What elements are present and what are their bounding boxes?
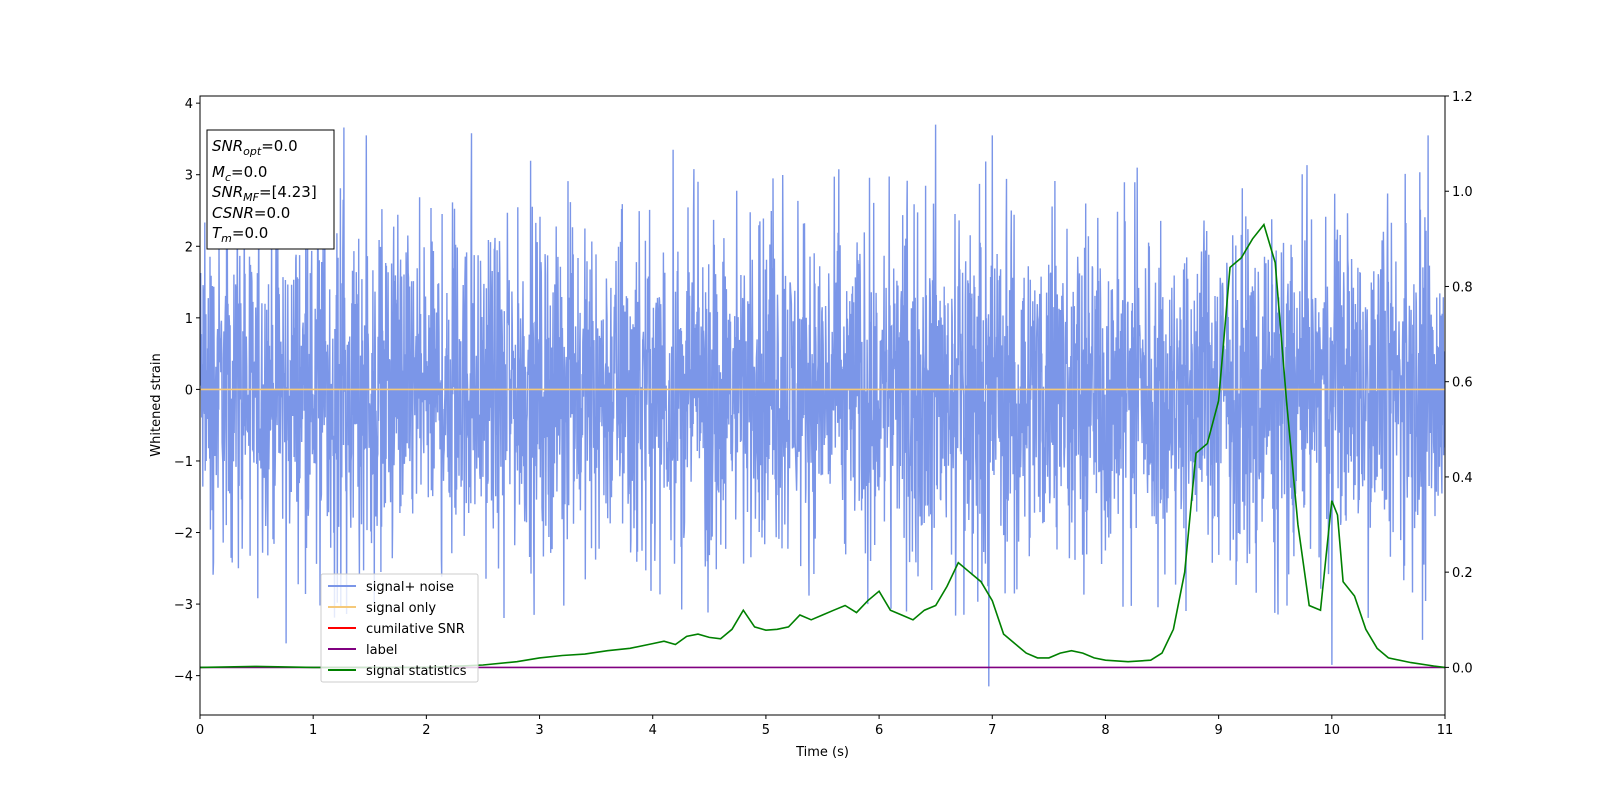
x-tick-label: 3 (535, 723, 543, 738)
info-line: Tm=0.0 (212, 224, 268, 245)
x-axis-title: Time (s) (795, 745, 849, 760)
legend-label: signal+ noise (366, 580, 454, 595)
y-tick-label-right: 1.0 (1452, 185, 1473, 200)
x-tick-label: 1 (309, 723, 317, 738)
y-tick-label-left: 0 (185, 383, 193, 398)
y-tick-label-right: 0.0 (1452, 661, 1473, 676)
x-tick-label: 4 (649, 723, 657, 738)
legend-label: cumilative SNR (366, 622, 465, 637)
info-line: SNRMF=[4.23] (212, 183, 317, 204)
x-tick-label: 7 (988, 723, 996, 738)
y-tick-label-left: 4 (185, 97, 193, 112)
legend: signal+ noise signal only cumilative SNR la… (320, 573, 479, 683)
y-tick-label-right: 0.8 (1452, 280, 1473, 295)
y-axis-title-left: Whitened strain (149, 353, 164, 456)
y-tick-label-right: 0.6 (1452, 376, 1473, 391)
y-tick-label-left: −1 (174, 455, 193, 470)
info-line: Mc=0.0 (212, 163, 267, 184)
y-tick-label-left: −2 (174, 527, 193, 542)
legend-label: signal statistics (366, 664, 467, 679)
info-line: SNRopt=0.0 (212, 137, 298, 158)
y-tick-label-right: 0.4 (1452, 471, 1473, 486)
x-tick-label: 10 (1324, 723, 1341, 738)
x-tick-label: 8 (1101, 723, 1109, 738)
y-tick-label-left: −3 (174, 598, 193, 613)
x-tick-label: 6 (875, 723, 883, 738)
series-signal-statistics-line (200, 222, 1445, 669)
series-signal-noise-line (200, 124, 1445, 687)
plot-frame (199, 95, 1446, 716)
legend-label: label (366, 643, 397, 658)
x-tick-label: 5 (762, 723, 770, 738)
y-tick-label-right: 1.2 (1452, 90, 1473, 105)
x-tick-label: 0 (196, 723, 204, 738)
axes-layer: 0 1 2 3 4 5 6 7 8 9 10 1143210−1−2−3−41.21.00.80.60… (174, 90, 1473, 738)
legend-label: signal only (366, 601, 436, 616)
y-tick-label-right: 0.2 (1452, 566, 1473, 581)
x-tick-label: 11 (1437, 723, 1454, 738)
x-tick-label: 2 (422, 723, 430, 738)
y-tick-label-left: 1 (185, 312, 193, 327)
info-line: CSNR=0.0 (212, 204, 290, 222)
y-tick-label-left: 3 (185, 169, 193, 184)
y-tick-label-left: 2 (185, 240, 193, 255)
x-tick-label: 9 (1214, 723, 1222, 738)
y-tick-label-left: −4 (174, 670, 193, 685)
